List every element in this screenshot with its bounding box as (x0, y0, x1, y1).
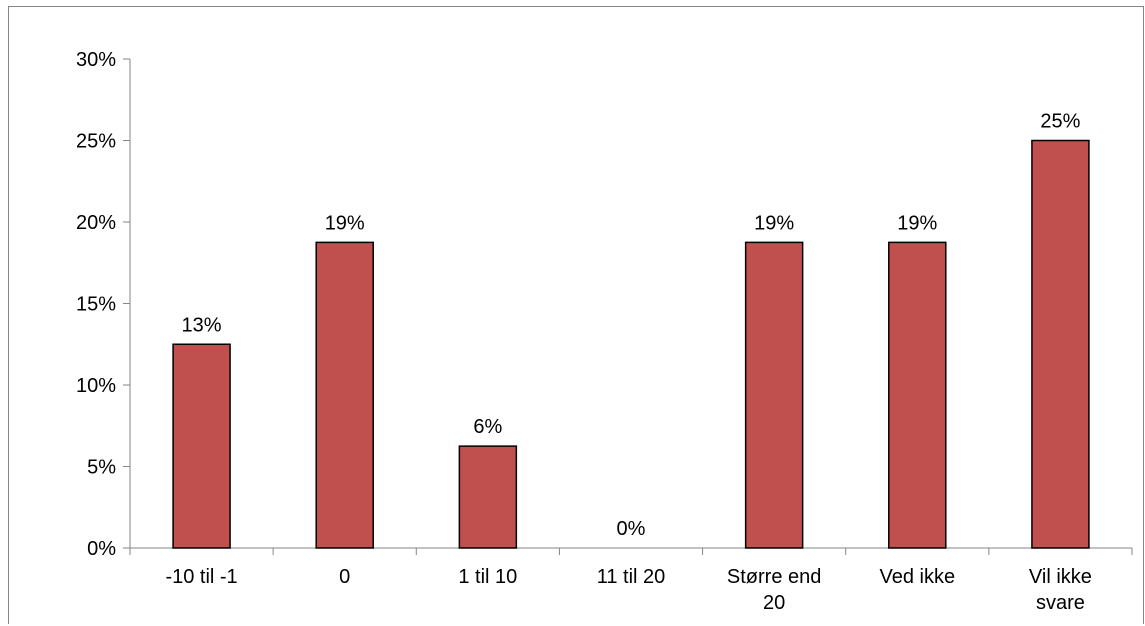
x-category-label: -10 til -1 (165, 566, 237, 588)
data-label-5: 19% (754, 212, 794, 234)
x-category-label: 1 til 10 (458, 566, 517, 588)
y-tick-label: 25% (76, 131, 116, 153)
y-tick-label: 0% (87, 538, 116, 560)
y-tick-label: 30% (76, 49, 116, 71)
data-label-1: 13% (182, 314, 222, 336)
bar-7 (1031, 139, 1090, 549)
x-category-label: 11 til 20 (597, 566, 666, 588)
data-label-4: 0% (617, 518, 646, 540)
data-label-3: 6% (473, 416, 502, 438)
data-label-7: 25% (1040, 111, 1080, 133)
x-category-label: 0 (339, 566, 350, 588)
data-label-2: 19% (325, 212, 365, 234)
bar-1 (172, 343, 231, 549)
data-label-6: 19% (897, 212, 937, 234)
y-tick-label: 20% (76, 212, 116, 234)
bar-6 (888, 241, 947, 549)
chart-frame (8, 6, 1144, 624)
bar-5 (744, 241, 804, 549)
x-category-label: Større end 20 (727, 566, 821, 614)
y-tick-label: 15% (76, 294, 116, 316)
y-tick-label: 10% (76, 375, 116, 397)
bar-3 (458, 445, 518, 549)
x-category-label: Ved ikke (879, 566, 955, 588)
y-tick-label: 5% (87, 457, 116, 479)
bar-2 (315, 241, 374, 549)
x-category-label: Vil ikke svare (1029, 566, 1092, 614)
